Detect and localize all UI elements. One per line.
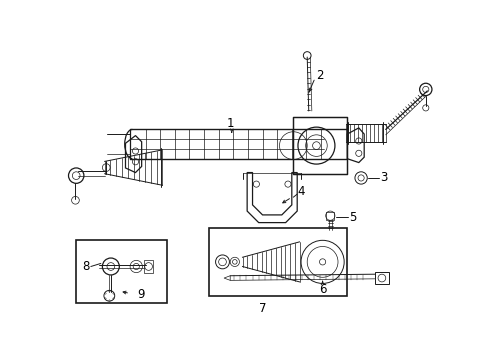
Text: 1: 1 <box>226 117 233 130</box>
Bar <box>208 228 346 296</box>
Text: 9: 9 <box>137 288 144 301</box>
Text: 3: 3 <box>380 171 387 184</box>
Text: 7: 7 <box>258 302 266 315</box>
Bar <box>374 272 388 284</box>
Text: 2: 2 <box>316 69 323 82</box>
Text: 4: 4 <box>297 185 304 198</box>
Text: 6: 6 <box>318 283 325 296</box>
Text: 5: 5 <box>349 211 356 224</box>
Bar <box>76 240 167 303</box>
Bar <box>293 117 346 174</box>
Text: 8: 8 <box>82 260 89 273</box>
